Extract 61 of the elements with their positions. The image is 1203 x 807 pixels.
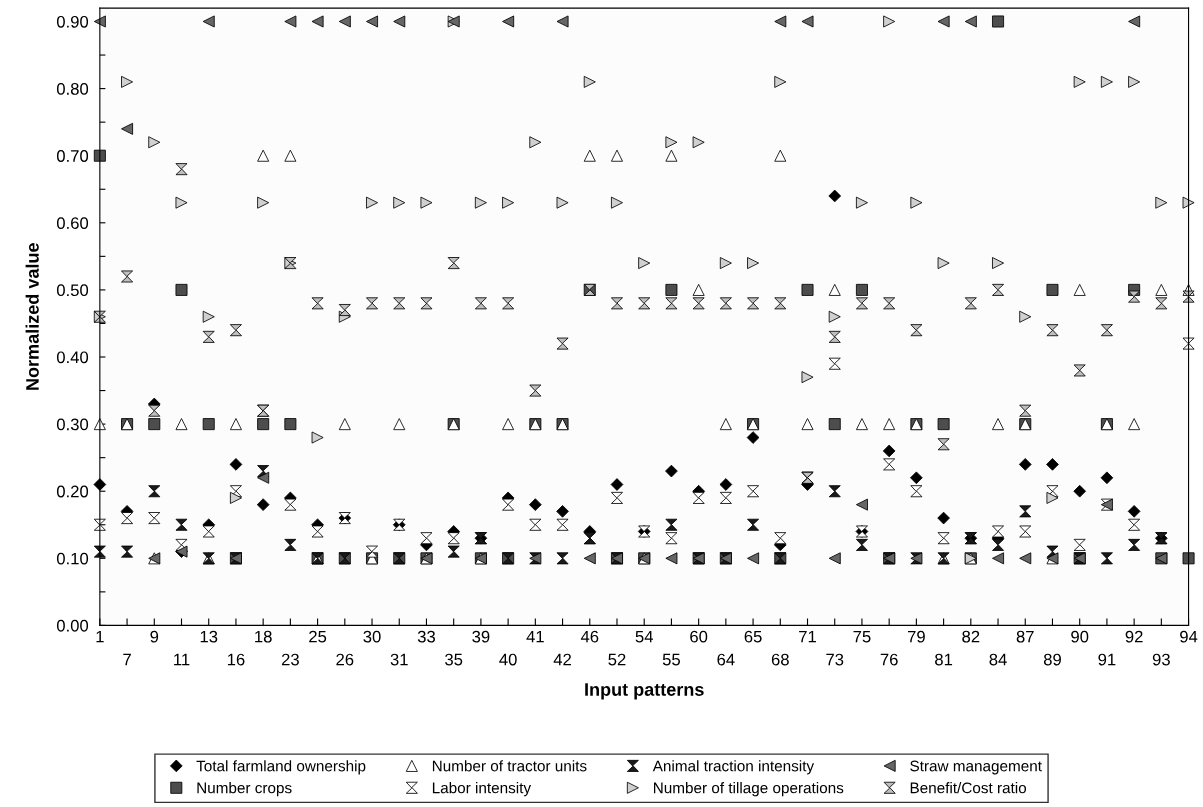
- x-tick-label: 41: [526, 630, 544, 643]
- legend-label: Animal traction intensity: [652, 760, 815, 775]
- x-tick-label: 87: [1016, 630, 1034, 643]
- y-tick-label: 0.60: [56, 217, 89, 230]
- x-tick-label: 68: [771, 653, 789, 666]
- x-axis-title: Input patterns: [585, 683, 704, 700]
- x-tick-label: 1: [96, 630, 104, 643]
- x-tick-label: 89: [1043, 653, 1061, 666]
- x-tick-label: 94: [1180, 630, 1198, 643]
- x-tick-label: 76: [880, 653, 898, 666]
- x-tick-label: 64: [717, 653, 735, 666]
- x-tick-label: 26: [336, 653, 354, 666]
- x-tick-label: 75: [853, 630, 871, 643]
- y-tick-label: 0.50: [56, 284, 89, 297]
- x-tick-label: 60: [690, 630, 708, 643]
- x-tick-label: 42: [553, 653, 571, 666]
- y-tick-label: 0.00: [56, 619, 89, 632]
- x-tick-label: 23: [281, 653, 299, 666]
- y-tick-label: 0.70: [56, 150, 89, 162]
- x-tick-label: 71: [799, 630, 816, 643]
- legend-label: Number of tillage operations: [654, 782, 844, 797]
- x-tick-label: 31: [390, 653, 408, 666]
- x-tick-label: 79: [907, 630, 925, 643]
- x-tick-label: 40: [499, 653, 517, 666]
- x-tick-label: 30: [363, 630, 381, 643]
- x-tick-label: 55: [662, 653, 680, 666]
- x-tick-label: 52: [608, 653, 626, 666]
- x-tick-label: 73: [826, 653, 844, 666]
- x-tick-label: 90: [1071, 630, 1089, 643]
- x-tick-label: 11: [174, 653, 190, 666]
- x-tick-label: 9: [150, 630, 159, 643]
- legend-label: Number crops: [197, 782, 292, 797]
- legend-label: Total farmland ownership: [196, 760, 366, 775]
- y-tick-label: 0.90: [56, 15, 89, 28]
- x-tick-label: 54: [635, 630, 653, 643]
- x-tick-label: 84: [989, 653, 1007, 666]
- y-tick-label: 0.80: [56, 83, 89, 95]
- x-tick-label: 82: [962, 630, 980, 643]
- legend-label: Number of tractor units: [432, 760, 587, 772]
- x-tick-label: 46: [580, 630, 599, 643]
- x-tick-label: 91: [1098, 653, 1116, 666]
- x-tick-label: 25: [309, 630, 327, 643]
- x-tick-label: 35: [445, 653, 463, 666]
- x-tick-label: 33: [417, 630, 435, 643]
- y-tick-label: 0.30: [56, 418, 89, 431]
- x-tick-label: 65: [744, 630, 762, 643]
- x-tick-label: 93: [1152, 653, 1170, 666]
- legend-label: Straw management: [910, 760, 1042, 775]
- x-tick-label: 92: [1125, 630, 1143, 643]
- y-axis-title: Normalized value: [25, 243, 39, 390]
- x-tick-label: 16: [227, 653, 245, 666]
- x-tick-label: 18: [255, 630, 272, 643]
- x-tick-label: 39: [472, 630, 490, 643]
- y-tick-label: 0.40: [56, 351, 89, 364]
- legend-label: Benefit/Cost ratio: [910, 782, 1027, 794]
- x-tick-label: 13: [200, 630, 218, 643]
- y-tick-label: 0.20: [56, 485, 89, 498]
- y-tick-label: 0.10: [56, 552, 89, 565]
- x-tick-label: 7: [123, 653, 131, 666]
- legend-label: Labor intensity: [432, 782, 532, 797]
- x-tick-label: 81: [935, 653, 953, 666]
